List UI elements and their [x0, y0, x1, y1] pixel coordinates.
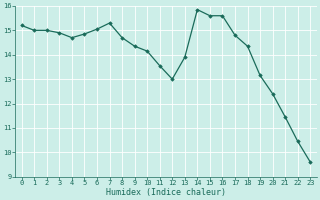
X-axis label: Humidex (Indice chaleur): Humidex (Indice chaleur): [106, 188, 226, 197]
